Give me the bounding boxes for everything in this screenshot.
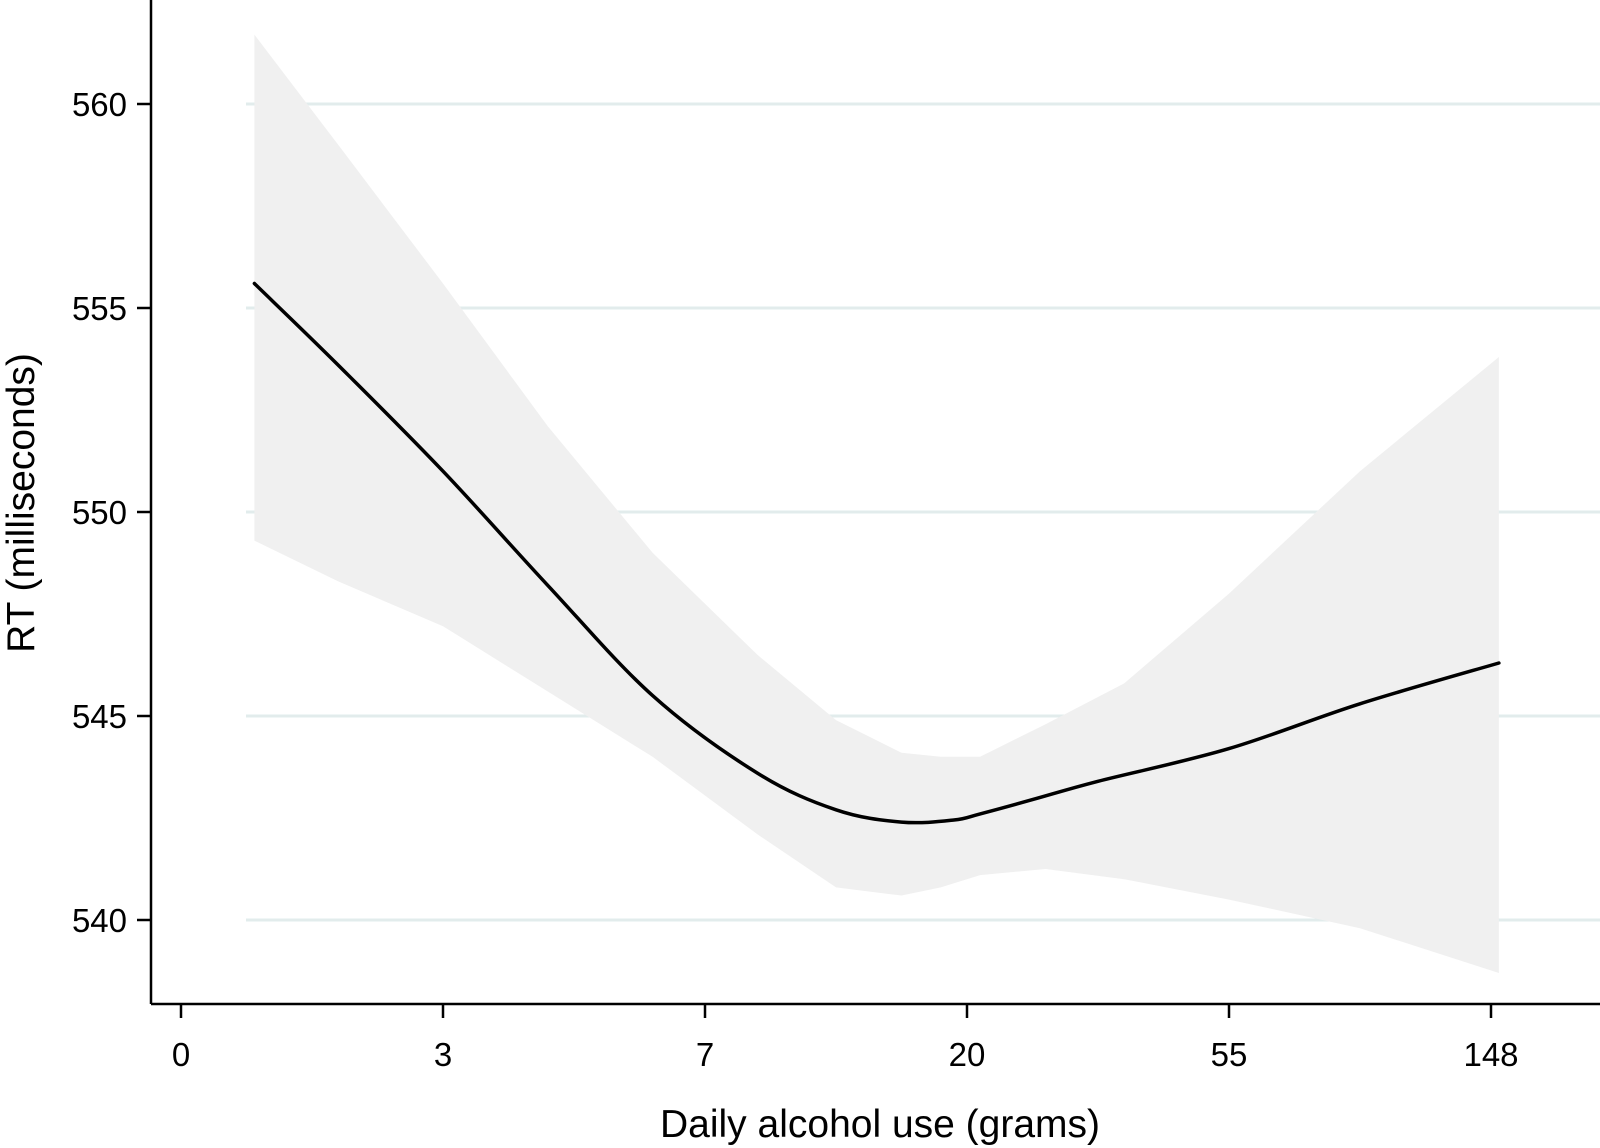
series-line-estimated-rt	[252, 281, 1501, 825]
y-axis-title: RT (milliseconds)	[0, 353, 43, 653]
x-tick-label-0: 0	[172, 1036, 190, 1073]
y-tick-label-555: 555	[72, 290, 127, 327]
tick-labels: 540 545 550 555 560 0 3 7 20 55 148	[72, 86, 1519, 1073]
x-tick-label-3: 3	[434, 1036, 452, 1073]
x-tick-label-20: 20	[949, 1036, 986, 1073]
y-tick-label-540: 540	[72, 902, 127, 939]
confidence-band-layer	[254, 34, 1499, 974]
y-tick-label-560: 560	[72, 86, 127, 123]
x-axis-title: Daily alcohol use (grams)	[660, 1103, 1100, 1146]
line-layer	[252, 281, 1501, 825]
confidence-band	[254, 34, 1499, 974]
x-tick-label-55: 55	[1211, 1036, 1248, 1073]
y-tick-label-550: 550	[72, 494, 127, 531]
x-tick-label-7: 7	[696, 1036, 714, 1073]
y-tick-label-545: 545	[72, 698, 127, 735]
axes	[137, 0, 1600, 1018]
x-tick-label-148: 148	[1463, 1036, 1518, 1073]
